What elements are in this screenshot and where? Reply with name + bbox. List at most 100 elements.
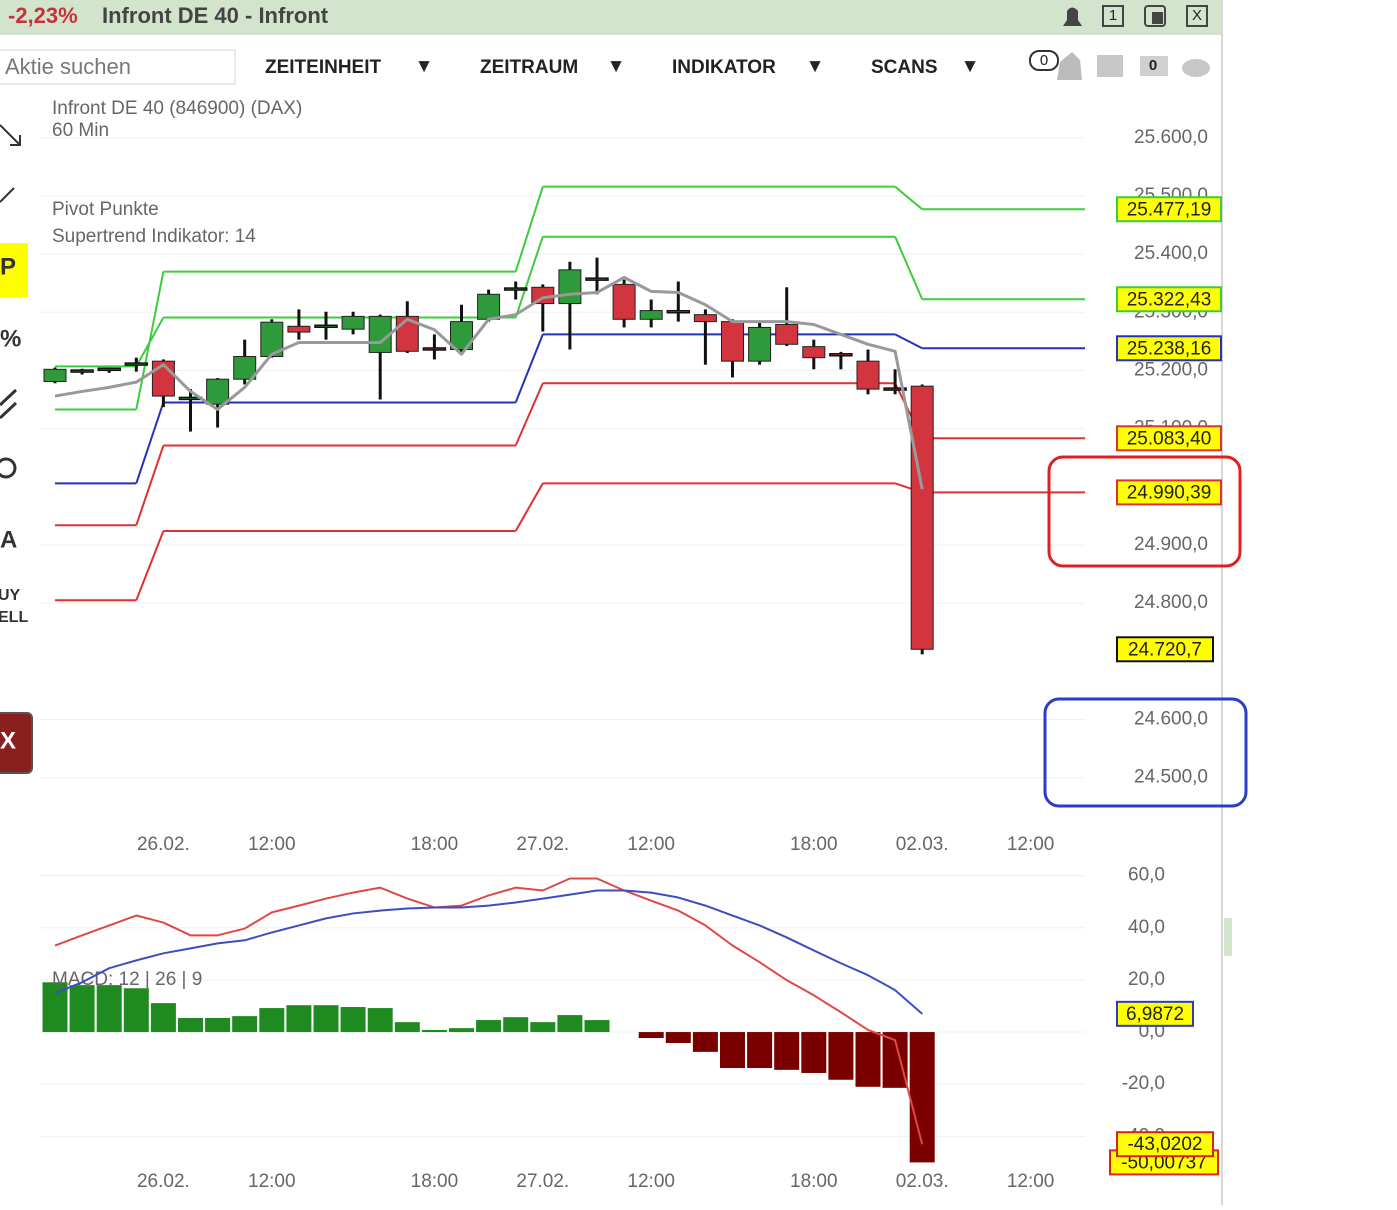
- y-tick-label: -20,0: [1122, 1073, 1165, 1094]
- highlight-box: [1047, 455, 1242, 568]
- chart-title: Infront DE 40 (846900) (DAX): [52, 98, 302, 119]
- supertrend-line: [54, 275, 924, 490]
- x-tick-label: 18:00: [411, 1171, 459, 1192]
- tool-icon[interactable]: [0, 124, 21, 146]
- badge: [1029, 50, 1059, 71]
- cloud-icon[interactable]: [1182, 59, 1210, 77]
- search-placeholder: Aktie suchen: [5, 54, 131, 79]
- pivot-connector: [514, 186, 544, 272]
- tool-icon[interactable]: [0, 388, 18, 420]
- x-tick-label: 26.02.: [137, 1171, 190, 1192]
- window-button-label: 1: [1109, 7, 1117, 24]
- value-badge-label: 25.083,40: [1127, 428, 1212, 449]
- close-button-label: X: [1192, 7, 1202, 24]
- pivot-connector: [135, 445, 165, 526]
- histogram-bar: [828, 1032, 854, 1080]
- x-tick-label: 02.03.: [896, 1171, 949, 1192]
- value-badge: [1116, 196, 1222, 223]
- candle-body: [802, 346, 826, 359]
- candle-body: [97, 367, 121, 372]
- value-badge-label: 25.322,43: [1127, 289, 1212, 310]
- tool-label[interactable]: A: [0, 526, 17, 553]
- histogram-bar: [394, 1022, 420, 1033]
- histogram-bar: [530, 1022, 556, 1033]
- value-badge: [1116, 636, 1214, 663]
- close-button[interactable]: [1186, 5, 1208, 27]
- x-tick-label: 12:00: [1007, 834, 1055, 855]
- tool-label[interactable]: ELL: [0, 609, 28, 626]
- candle-body: [206, 378, 230, 405]
- histogram-bar: [449, 1028, 474, 1033]
- pivot-connector: [514, 236, 544, 318]
- tool-icon[interactable]: [0, 457, 17, 479]
- y-tick-label: 25.200,0: [1134, 359, 1208, 380]
- menu-button[interactable]: ZEITRAUM: [480, 57, 578, 78]
- x-tick-label: 27.02.: [516, 834, 569, 855]
- candle-body: [287, 325, 311, 333]
- y-tick-label: 40,0: [1128, 917, 1165, 938]
- histogram-bar: [584, 1020, 610, 1033]
- value-badge: [1116, 1000, 1194, 1027]
- menu-button[interactable]: SCANS: [871, 57, 938, 78]
- macd-line: [54, 877, 924, 1145]
- histogram-bar: [503, 1017, 529, 1033]
- badge: [1140, 56, 1168, 76]
- value-badge-label: -43,0202: [1127, 1134, 1202, 1155]
- bell-icon[interactable]: [1057, 52, 1082, 80]
- menu-arrow[interactable]: ▼: [961, 56, 980, 77]
- candle-body: [450, 321, 473, 351]
- side-tab[interactable]: [1224, 918, 1232, 956]
- macd-line: [54, 889, 923, 1015]
- badge-count: 0: [1040, 52, 1048, 69]
- histogram-bar: [150, 1003, 176, 1033]
- tool-button[interactable]: [0, 712, 33, 774]
- value-badge: [1116, 479, 1222, 506]
- bell-icon[interactable]: [1063, 7, 1082, 27]
- search-input[interactable]: [0, 49, 236, 85]
- value-badge-label: 6,9872: [1126, 1004, 1184, 1025]
- histogram-bar: [692, 1032, 718, 1052]
- x-tick-label: 02.03.: [896, 834, 949, 855]
- x-tick-label: 26.02.: [137, 834, 190, 855]
- menu-arrow[interactable]: ▼: [607, 56, 626, 77]
- candle-body: [856, 360, 880, 390]
- pivot-connector: [135, 402, 165, 484]
- value-badge: [1116, 425, 1222, 452]
- pivot-connector: [514, 334, 544, 403]
- candle-body: [422, 347, 447, 351]
- y-tick-label: 24.600,0: [1134, 708, 1208, 729]
- tool-label[interactable]: P: [0, 253, 16, 280]
- menu-arrow[interactable]: ▼: [415, 56, 434, 77]
- maximize-button[interactable]: [1144, 5, 1166, 27]
- pivot-connector: [894, 236, 924, 300]
- candle-body: [666, 309, 691, 314]
- histogram-bar: [476, 1020, 502, 1033]
- title-bar: [0, 0, 1222, 35]
- tool-icon[interactable]: [0, 187, 15, 203]
- x-tick-label: 18:00: [790, 834, 838, 855]
- menu-button[interactable]: ZEITEINHEIT: [265, 57, 382, 78]
- menu-button[interactable]: INDIKATOR: [672, 57, 776, 78]
- histogram-bar: [421, 1029, 447, 1033]
- y-tick-label: 25.400,0: [1134, 243, 1208, 264]
- tool-label[interactable]: UY: [0, 587, 21, 604]
- menu-arrow[interactable]: ▼: [806, 56, 825, 77]
- tool-label[interactable]: %: [0, 325, 21, 352]
- pivot-connector: [514, 382, 544, 446]
- value-badge-label: -50,00737: [1121, 1152, 1207, 1173]
- y-tick-label: 20,0: [1128, 969, 1165, 990]
- list-icon[interactable]: [1097, 55, 1123, 77]
- value-badge-label: 25.477,19: [1127, 199, 1212, 220]
- legend-entry: Pivot Punkte: [52, 199, 159, 220]
- candle-body: [829, 353, 853, 357]
- histogram-bar: [855, 1032, 881, 1087]
- window-button[interactable]: [1102, 5, 1124, 27]
- tool-label[interactable]: X: [0, 727, 16, 754]
- x-tick-label: 12:00: [1007, 1171, 1055, 1192]
- x-tick-label: 18:00: [411, 834, 459, 855]
- highlight-box: [1043, 697, 1248, 808]
- histogram-bar: [259, 1008, 285, 1033]
- histogram-bar: [801, 1032, 827, 1073]
- candle-body: [639, 310, 663, 320]
